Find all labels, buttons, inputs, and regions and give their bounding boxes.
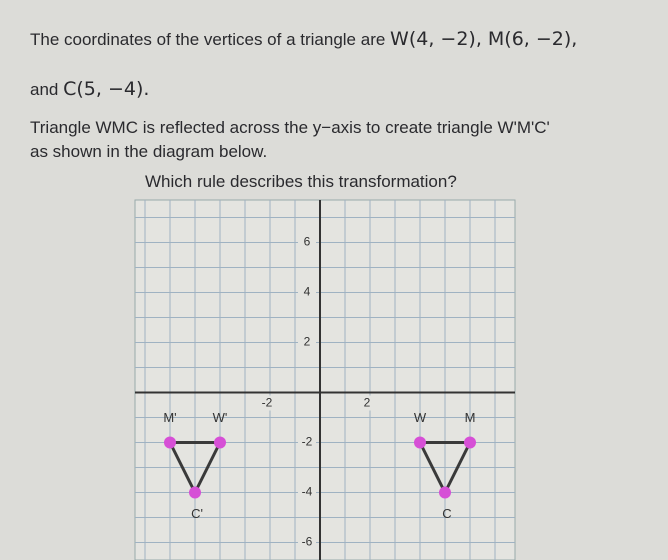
coordinates: W(4, −2), M(6, −2), bbox=[390, 28, 578, 50]
y-tick-label: -2 bbox=[302, 435, 313, 449]
triangle bbox=[417, 441, 473, 496]
y-tick-label: -6 bbox=[302, 535, 313, 549]
tick-label-bg bbox=[298, 284, 316, 300]
grid-background bbox=[134, 199, 516, 560]
vertex-label: C' bbox=[191, 506, 203, 521]
question-line: as shown in the diagram below. bbox=[30, 142, 268, 161]
y-tick-label: 6 bbox=[304, 235, 311, 249]
vertex-label: W' bbox=[213, 410, 228, 425]
vertex-label: M bbox=[465, 410, 476, 425]
vertex-label: M' bbox=[163, 410, 176, 425]
vertex-label: C bbox=[442, 506, 451, 521]
coordinates: C(5, −4). bbox=[63, 78, 150, 100]
vertex bbox=[189, 486, 201, 499]
tick-label-bg bbox=[359, 395, 381, 411]
tick-label-bg bbox=[298, 234, 316, 250]
triangle bbox=[167, 441, 223, 496]
vertex bbox=[464, 436, 476, 449]
question-line: Triangle WMC is reflected across the y−a… bbox=[30, 118, 550, 137]
tick-label-bg bbox=[259, 395, 281, 411]
tick-label-bg bbox=[298, 534, 316, 550]
question-line: The coordinates of the vertices of a tri… bbox=[30, 28, 577, 50]
vertex bbox=[414, 436, 426, 449]
y-tick-label: 2 bbox=[304, 335, 311, 349]
vertex bbox=[214, 436, 226, 449]
vertex bbox=[164, 436, 176, 449]
tick-label-bg bbox=[298, 484, 316, 500]
tick-label-bg bbox=[298, 334, 316, 350]
vertex-label: W bbox=[414, 410, 427, 425]
prompt: Which rule describes this transformation… bbox=[145, 172, 457, 191]
tick-label-bg bbox=[298, 434, 316, 450]
text: and bbox=[30, 80, 59, 99]
y-tick-label: 4 bbox=[304, 285, 311, 299]
text: The coordinates of the vertices of a tri… bbox=[30, 30, 386, 49]
y-tick-label: -4 bbox=[302, 485, 313, 499]
vertex bbox=[439, 486, 451, 499]
x-tick-label: 2 bbox=[364, 396, 371, 410]
question-line: and C(5, −4). bbox=[30, 78, 149, 100]
x-tick-label: -2 bbox=[262, 396, 273, 410]
